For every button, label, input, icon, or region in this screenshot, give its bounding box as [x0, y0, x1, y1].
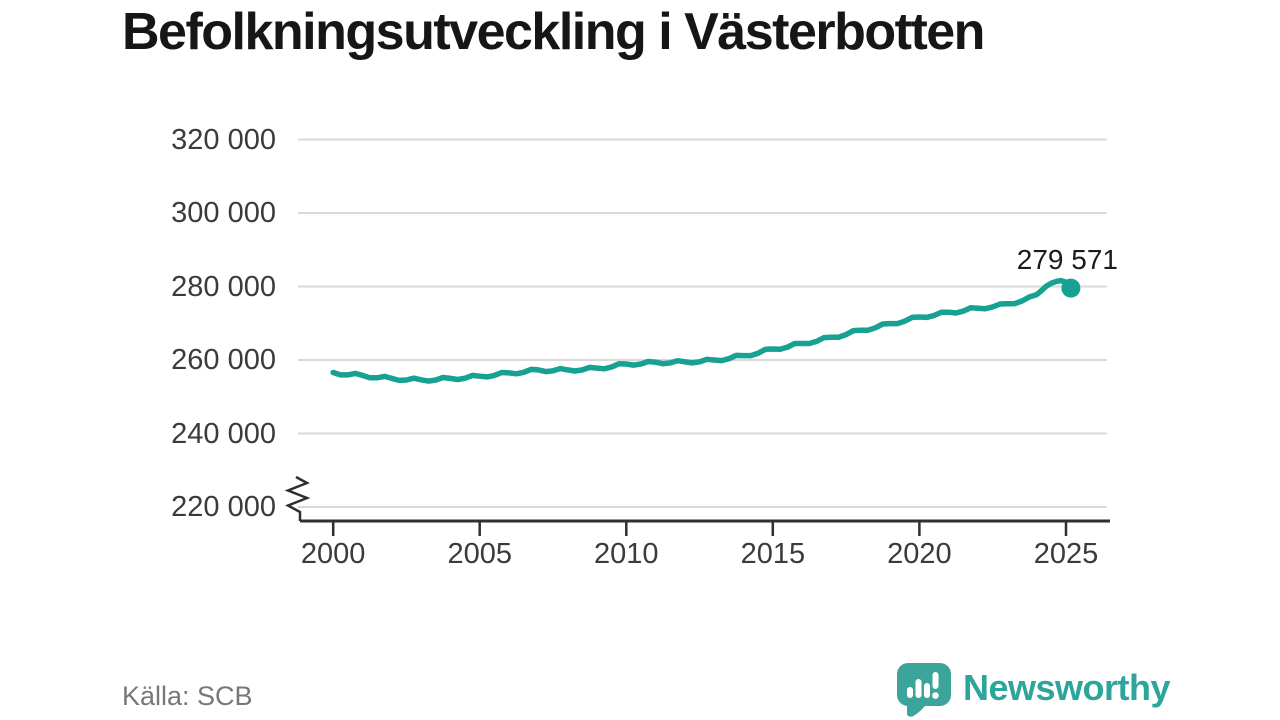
x-tick-label: 2015 — [740, 538, 806, 570]
x-tick-label: 2000 — [300, 538, 366, 570]
y-tick-label: 260 000 — [171, 344, 276, 376]
x-tick-label: 2025 — [1033, 538, 1099, 570]
y-tick-label: 220 000 — [171, 491, 276, 523]
source-note: Källa: SCB — [122, 681, 253, 711]
bar-1 — [907, 687, 913, 698]
speech-bubble-shape — [897, 663, 951, 706]
brand-name: Newsworthy — [963, 667, 1171, 708]
y-tick-label: 320 000 — [171, 123, 276, 156]
exclamation-bar — [932, 672, 939, 689]
newsworthy-logo[interactable]: Newsworthy — [895, 660, 1171, 719]
chart-title: Befolkningsutveckling i Västerbotten — [122, 3, 985, 61]
x-tick-label: 2010 — [594, 538, 659, 570]
y-tick-label: 300 000 — [171, 197, 276, 229]
end-point-marker — [1061, 278, 1081, 298]
axis-break-icon — [284, 475, 311, 521]
y-tick-label: 240 000 — [171, 417, 276, 450]
x-tick-label: 2005 — [447, 538, 512, 570]
x-tick-label: 2020 — [887, 538, 952, 570]
exclamation-dot — [932, 692, 939, 699]
last-value-label: 279 571 — [1016, 244, 1118, 275]
bar-3 — [924, 683, 930, 698]
speech-bubble-tail — [907, 703, 927, 717]
y-tick-label: 280 000 — [171, 270, 276, 303]
population-line — [330, 277, 1074, 384]
newsworthy-logo-icon — [897, 663, 951, 717]
bar-2 — [915, 679, 922, 698]
